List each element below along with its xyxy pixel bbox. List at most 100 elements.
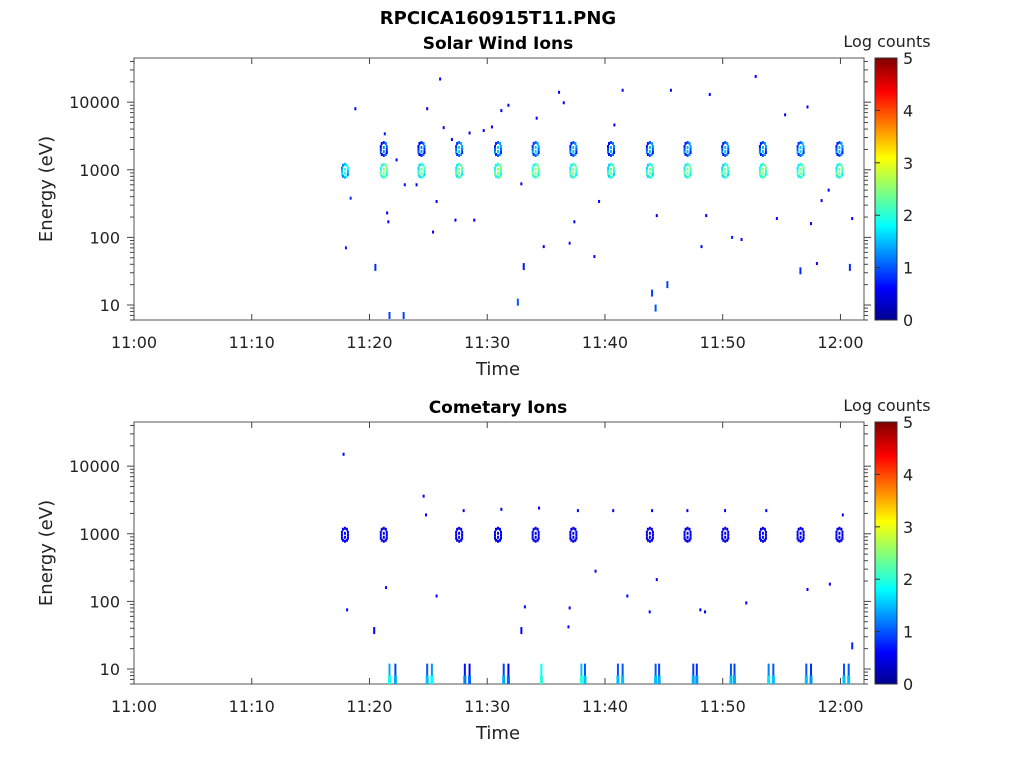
- burst-cell: [385, 533, 388, 537]
- data-point: [439, 77, 442, 81]
- burst-cell: [423, 166, 426, 170]
- burst-cell: [796, 169, 799, 173]
- low-energy-column: [463, 663, 466, 684]
- burst-cell: [572, 171, 575, 175]
- data-point: [387, 220, 390, 224]
- burst-cell: [531, 144, 534, 148]
- burst-cell: [537, 533, 540, 537]
- burst-cell: [651, 172, 654, 176]
- burst-cell: [499, 527, 501, 531]
- burst-cell: [380, 527, 383, 531]
- colorbar-tick-label: 2: [903, 206, 913, 225]
- data-point: [573, 220, 576, 224]
- x-tick-label: 11:10: [229, 697, 275, 716]
- data-point: [576, 509, 579, 513]
- burst-cell: [495, 174, 497, 178]
- data-point: [395, 158, 398, 162]
- burst-cell: [497, 145, 499, 149]
- burst-cell: [422, 141, 425, 145]
- burst-cell: [838, 140, 841, 144]
- burst-cell: [458, 531, 461, 535]
- data-point: [344, 246, 347, 250]
- low-energy-base: [847, 675, 851, 684]
- burst-cell: [764, 169, 767, 173]
- data-point: [435, 594, 438, 598]
- burst-cell: [494, 147, 496, 151]
- burst-cell: [613, 147, 616, 151]
- burst-cell: [343, 526, 346, 530]
- burst-cell: [724, 539, 727, 543]
- burst-cell: [418, 152, 421, 156]
- burst-cell: [840, 152, 843, 156]
- burst-cell: [840, 174, 843, 178]
- burst-cell: [570, 141, 573, 145]
- burst-cell: [423, 172, 426, 176]
- burst-cell: [345, 163, 348, 167]
- panel-cometary: Cometary Ions Log counts 11:00 11:10 11:20…: [36, 396, 931, 744]
- burst-cell: [537, 536, 540, 540]
- burst-cell: [802, 144, 805, 148]
- burst-cell: [761, 171, 764, 175]
- burst-cell: [758, 166, 761, 170]
- burst-cell: [689, 147, 692, 151]
- burst-cell: [721, 144, 724, 148]
- burst-cell: [612, 163, 615, 167]
- x-tick-label: 11:00: [111, 697, 157, 716]
- data-point: [473, 218, 476, 222]
- burst-cell: [724, 162, 727, 166]
- burst-cell: [689, 169, 692, 173]
- colorbar-ticks-cometary: 0 1 2 3 4 5: [875, 413, 913, 694]
- burst-cell: [613, 150, 616, 154]
- burst-cell: [646, 527, 649, 531]
- burst-cell: [532, 163, 535, 167]
- burst-cell: [607, 169, 610, 173]
- burst-cell: [382, 535, 385, 539]
- data-point: [594, 569, 597, 573]
- burst-cell: [455, 530, 458, 534]
- burst-cell: [801, 527, 804, 531]
- burst-cell: [758, 530, 761, 534]
- burst-cell: [607, 166, 610, 170]
- burst-cell: [499, 152, 501, 156]
- burst-cell: [610, 140, 613, 144]
- low-energy-base: [388, 675, 391, 684]
- burst-cell: [499, 141, 501, 145]
- burst-cell: [610, 167, 613, 171]
- data-point: [432, 230, 435, 234]
- data-point: [705, 214, 708, 218]
- burst-cell: [721, 147, 724, 151]
- data-point: [516, 298, 519, 306]
- burst-cell: [726, 163, 729, 167]
- burst-cell: [341, 174, 344, 178]
- burst-cell: [420, 171, 423, 175]
- burst-cell: [455, 533, 458, 537]
- burst-cell: [494, 166, 496, 170]
- burst-cell: [343, 171, 346, 175]
- burst-cell: [797, 527, 800, 531]
- burst-cell: [455, 166, 458, 170]
- burst-cell: [726, 174, 729, 178]
- data-point: [482, 129, 485, 133]
- burst-cell: [761, 175, 764, 179]
- burst-cell: [646, 152, 649, 156]
- burst-cell: [420, 175, 423, 179]
- burst-cell: [835, 530, 838, 534]
- burst-cell: [536, 527, 539, 531]
- burst-cell: [534, 539, 537, 543]
- burst-cell: [380, 163, 383, 167]
- burst-cell: [650, 538, 653, 542]
- burst-cell: [494, 150, 496, 154]
- colorbar-tick-label: 5: [903, 413, 913, 432]
- burst-cell: [759, 538, 762, 542]
- burst-cell: [345, 527, 348, 531]
- burst-cell: [500, 169, 502, 173]
- burst-cell: [346, 533, 349, 537]
- burst-cell: [607, 147, 610, 151]
- data-point: [648, 610, 651, 614]
- burst-cell: [460, 152, 463, 156]
- burst-cell: [608, 163, 611, 167]
- burst-cell: [379, 150, 382, 154]
- burst-cell: [420, 167, 423, 171]
- data-point: [426, 107, 429, 111]
- burst-cell: [838, 149, 841, 153]
